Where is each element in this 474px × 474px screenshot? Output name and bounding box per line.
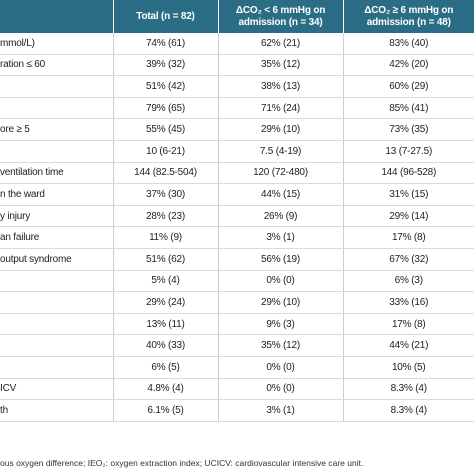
table-cell: 120 (72-480)	[217, 162, 343, 185]
table-cell: 79% (65)	[112, 97, 218, 120]
table-cell: 71% (24)	[217, 97, 343, 120]
table-row: 79% (65) 71% (24) 85% (41)	[0, 97, 474, 120]
table-cell: 13 (7-27.5)	[342, 140, 474, 163]
table-cell: 35% (12)	[217, 334, 343, 357]
row-label	[0, 334, 113, 357]
row-label	[0, 75, 113, 98]
table-cell: 11% (9)	[112, 226, 218, 249]
table-cell: 31% (15)	[342, 183, 474, 206]
table-cell: 13% (11)	[112, 313, 218, 336]
table-row: 6% (5) 0% (0) 10% (5)	[0, 356, 474, 379]
table-row: 51% (42) 38% (13) 60% (29)	[0, 75, 474, 98]
table-row: 40% (33) 35% (12) 44% (21)	[0, 334, 474, 357]
row-label: th	[0, 399, 113, 422]
table-cell: 29% (10)	[217, 118, 343, 141]
table-cell: 74% (61)	[112, 33, 218, 55]
table-cell: 28% (23)	[112, 205, 218, 228]
table-row: ventilation time 144 (82.5-504) 120 (72-48…	[0, 162, 474, 185]
table-row: ore ≥ 5 55% (45) 29% (10) 73% (35)	[0, 118, 474, 141]
table-cell: 35% (12)	[217, 54, 343, 77]
table-cell: 4.8% (4)	[112, 378, 218, 401]
header-cell: Total (n = 82)	[112, 0, 218, 33]
table-cell: 85% (41)	[342, 97, 474, 120]
table-cell: 60% (29)	[342, 75, 474, 98]
table-cell: 0% (0)	[217, 270, 343, 293]
table-cell: 83% (40)	[342, 33, 474, 55]
table-cell: 44% (21)	[342, 334, 474, 357]
row-label	[0, 97, 113, 120]
table-cell: 40% (33)	[112, 334, 218, 357]
row-label: ICV	[0, 378, 113, 401]
table-cell: 62% (21)	[217, 33, 343, 55]
row-label: an failure	[0, 226, 113, 249]
table-cell: 3% (1)	[217, 399, 343, 422]
header-row: Total (n = 82) ΔCO₂ < 6 mmHg on admission…	[0, 0, 474, 33]
row-label: ration ≤ 60	[0, 54, 113, 77]
table-cell: 6% (3)	[342, 270, 474, 293]
table-cell: 17% (8)	[342, 226, 474, 249]
table-row: n the ward 37% (30) 44% (15) 31% (15)	[0, 183, 474, 206]
table-cell: 8.3% (4)	[342, 378, 474, 401]
table-row: 5% (4) 0% (0) 6% (3)	[0, 270, 474, 293]
table-row: mmol/L) 74% (61) 62% (21) 83% (40)	[0, 33, 474, 55]
table-row: output syndrome 51% (62) 56% (19) 67% (32)	[0, 248, 474, 271]
table-cell: 10 (6-21)	[112, 140, 218, 163]
header-cell: ΔCO₂ < 6 mmHg on admission (n = 34)	[217, 0, 343, 33]
table-row: 10 (6-21) 7.5 (4-19) 13 (7-27.5)	[0, 140, 474, 163]
table-cell: 6% (5)	[112, 356, 218, 379]
table-cell: 38% (13)	[217, 75, 343, 98]
footnote: ous oxygen difference; IEO₂: oxygen extr…	[0, 458, 364, 468]
data-table: Total (n = 82) ΔCO₂ < 6 mmHg on admission…	[0, 0, 474, 422]
row-label: output syndrome	[0, 248, 113, 271]
table-cell: 51% (42)	[112, 75, 218, 98]
header-cell	[0, 0, 113, 33]
table-cell: 29% (10)	[217, 291, 343, 314]
table-cell: 10% (5)	[342, 356, 474, 379]
table-cell: 8.3% (4)	[342, 399, 474, 422]
table-cell: 0% (0)	[217, 356, 343, 379]
row-label	[0, 140, 113, 163]
row-label: ventilation time	[0, 162, 113, 185]
table-row: ICV 4.8% (4) 0% (0) 8.3% (4)	[0, 378, 474, 401]
table-cell: 73% (35)	[342, 118, 474, 141]
row-label: y injury	[0, 205, 113, 228]
table-row: 13% (11) 9% (3) 17% (8)	[0, 313, 474, 336]
row-label: mmol/L)	[0, 33, 113, 55]
table-cell: 33% (16)	[342, 291, 474, 314]
table-cell: 7.5 (4-19)	[217, 140, 343, 163]
table-cell: 5% (4)	[112, 270, 218, 293]
table-cell: 55% (45)	[112, 118, 218, 141]
table-cell: 39% (32)	[112, 54, 218, 77]
row-label	[0, 313, 113, 336]
table-cell: 42% (20)	[342, 54, 474, 77]
table-cell: 3% (1)	[217, 226, 343, 249]
table-row: an failure 11% (9) 3% (1) 17% (8)	[0, 226, 474, 249]
table-cell: 144 (82.5-504)	[112, 162, 218, 185]
table-row: 29% (24) 29% (10) 33% (16)	[0, 291, 474, 314]
table-row: ration ≤ 60 39% (32) 35% (12) 42% (20)	[0, 54, 474, 77]
row-label	[0, 291, 113, 314]
table-cell: 44% (15)	[217, 183, 343, 206]
header-cell: ΔCO₂ ≥ 6 mmHg on admission (n = 48)	[342, 0, 474, 33]
table-row: th 6.1% (5) 3% (1) 8.3% (4)	[0, 399, 474, 422]
table-cell: 51% (62)	[112, 248, 218, 271]
table-cell: 0% (0)	[217, 378, 343, 401]
row-label: n the ward	[0, 183, 113, 206]
table-cell: 6.1% (5)	[112, 399, 218, 422]
table-cell: 56% (19)	[217, 248, 343, 271]
row-label: ore ≥ 5	[0, 118, 113, 141]
row-label	[0, 356, 113, 379]
table-cell: 37% (30)	[112, 183, 218, 206]
table-body: mmol/L) 74% (61) 62% (21) 83% (40) ration ≤ …	[0, 33, 474, 422]
table-row: y injury 28% (23) 26% (9) 29% (14)	[0, 205, 474, 228]
table-cell: 17% (8)	[342, 313, 474, 336]
row-label	[0, 270, 113, 293]
table-cell: 9% (3)	[217, 313, 343, 336]
table-cell: 144 (96-528)	[342, 162, 474, 185]
table-cell: 67% (32)	[342, 248, 474, 271]
table-cell: 29% (24)	[112, 291, 218, 314]
table-cell: 26% (9)	[217, 205, 343, 228]
table-cell: 29% (14)	[342, 205, 474, 228]
